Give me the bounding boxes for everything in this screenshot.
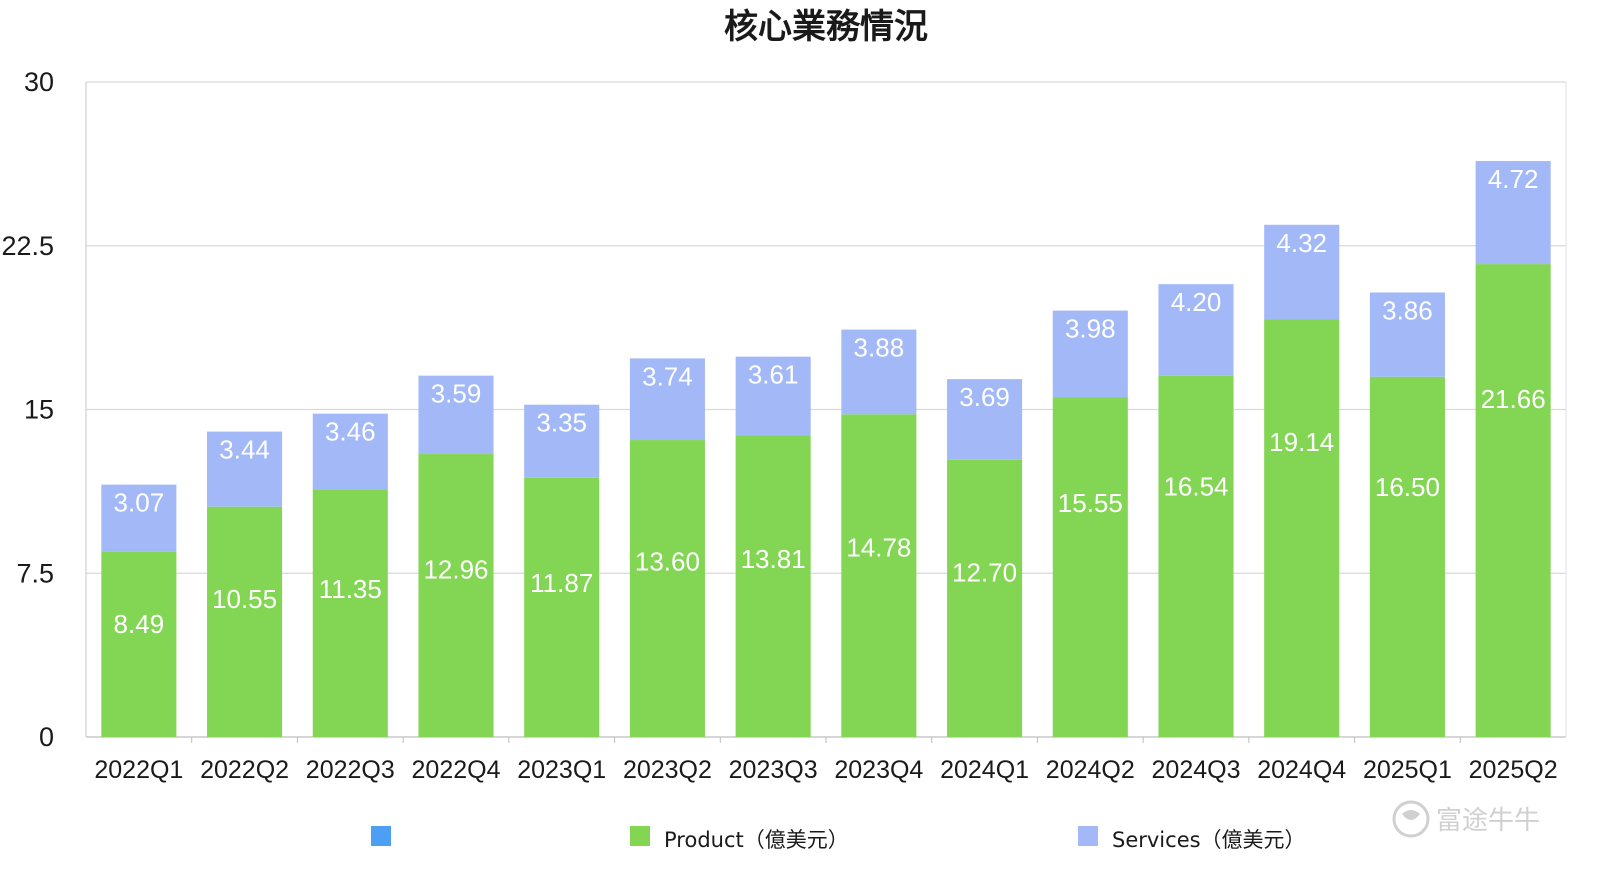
x-tick-label: 2024Q1: [940, 756, 1029, 784]
x-tick-label: 2025Q1: [1363, 756, 1452, 784]
grid: [86, 81, 1566, 738]
bar-product: [947, 459, 1023, 737]
data-label-product: 11.87: [530, 568, 593, 598]
bar-services: [841, 329, 917, 415]
bar-services: [629, 358, 705, 441]
data-label-services: 4.32: [1276, 228, 1327, 258]
data-label-product: 14.78: [846, 532, 911, 562]
data-label-product: 13.81: [741, 544, 806, 574]
x-tick-label: 2023Q4: [834, 756, 923, 784]
x-tick-label: 2023Q1: [517, 756, 606, 784]
data-label-product: 16.54: [1163, 471, 1228, 501]
bar-services: [524, 404, 600, 478]
bar-services: [101, 484, 177, 552]
x-tick-label: 2023Q2: [623, 756, 712, 784]
x-tick-label: 2024Q3: [1152, 756, 1241, 784]
data-label-product: 13.60: [635, 547, 700, 577]
data-label-product: 15.55: [1058, 488, 1123, 518]
bar-product: [1264, 319, 1340, 737]
data-label-services: 3.86: [1382, 295, 1433, 325]
bar-product: [841, 414, 917, 737]
bar-product: [1475, 264, 1551, 737]
legend: Product（億美元） Services（億美元）: [371, 826, 1306, 852]
bar-services: [418, 375, 494, 455]
y-tick-label: 7.5: [16, 558, 54, 588]
bar-services: [1369, 292, 1445, 377]
bar-product: [1369, 376, 1445, 737]
bar-services: [312, 413, 388, 490]
legend-label: Product（億美元）: [664, 828, 849, 852]
y-tick-label: 22.5: [1, 231, 54, 261]
legend-swatch: [630, 826, 650, 846]
data-label-services: 4.20: [1171, 287, 1222, 317]
watermark-text: 富途牛牛: [1436, 806, 1540, 836]
data-label-services: 3.69: [959, 382, 1010, 412]
data-label-services: 3.07: [114, 488, 165, 518]
data-label-product: 10.55: [212, 584, 277, 614]
bar-product: [101, 551, 177, 737]
bar-services: [947, 379, 1023, 460]
data-label-services: 3.59: [431, 379, 482, 409]
x-tick-label: 2022Q1: [94, 756, 183, 784]
bar-product: [207, 506, 283, 737]
bar-product: [312, 489, 388, 737]
bar-product: [524, 477, 600, 737]
data-label-services: 3.35: [536, 408, 587, 438]
x-tick-label: 2022Q4: [412, 756, 501, 784]
bar-services: [1264, 224, 1340, 320]
data-label-product: 11.35: [319, 574, 382, 604]
legend-swatch: [1078, 826, 1098, 846]
bars: 8.49 3.07 10.55 3.44 11.35 3.46 12.96 3.59 11.87…: [101, 161, 1551, 737]
futu-bull-icon: [1392, 800, 1430, 838]
data-label-services: 3.44: [219, 435, 270, 465]
x-tick-label: 2024Q2: [1046, 756, 1135, 784]
x-tick-label: 2022Q3: [306, 756, 395, 784]
x-tick-label: 2024Q4: [1257, 756, 1346, 784]
bar-product: [629, 440, 705, 737]
data-label-services: 3.61: [748, 360, 799, 390]
bar-product: [1052, 397, 1128, 737]
y-tick-label: 0: [39, 722, 54, 752]
data-label-product: 19.14: [1269, 427, 1334, 457]
y-tick-label: 30: [24, 67, 54, 97]
bar-services: [1052, 310, 1128, 398]
data-label-product: 8.49: [114, 609, 165, 639]
axes: 0 7.5 15 22.5 30 2022Q1 2022Q2 2022Q3 2022Q4 2023…: [1, 67, 1567, 784]
y-tick-label: 15: [24, 395, 54, 425]
x-tick-label: 2023Q3: [729, 756, 818, 784]
bar-services: [1475, 161, 1551, 265]
data-label-product: 21.66: [1481, 384, 1546, 414]
x-tick-label: 2022Q2: [200, 756, 289, 784]
legend-swatch: [371, 826, 391, 846]
data-label-services: 3.98: [1065, 314, 1116, 344]
bar-product: [418, 454, 494, 737]
data-label-services: 4.72: [1488, 164, 1539, 194]
x-tick-label: 2025Q2: [1469, 756, 1558, 784]
bar-product: [735, 435, 811, 737]
data-label-services: 3.46: [325, 417, 376, 447]
data-label-product: 12.70: [952, 558, 1017, 588]
chart-title: 核心業務情況: [724, 7, 928, 47]
bar-services: [207, 431, 283, 507]
bar-services: [1158, 284, 1234, 376]
data-label-product: 16.50: [1375, 472, 1440, 502]
legend-label: Services（億美元）: [1112, 828, 1306, 852]
bar-services: [735, 356, 811, 436]
bar-product: [1158, 375, 1234, 737]
watermark: 富途牛牛: [1392, 800, 1540, 838]
data-label-services: 3.88: [854, 333, 905, 363]
data-label-services: 3.74: [642, 361, 693, 391]
data-label-product: 12.96: [423, 555, 488, 585]
